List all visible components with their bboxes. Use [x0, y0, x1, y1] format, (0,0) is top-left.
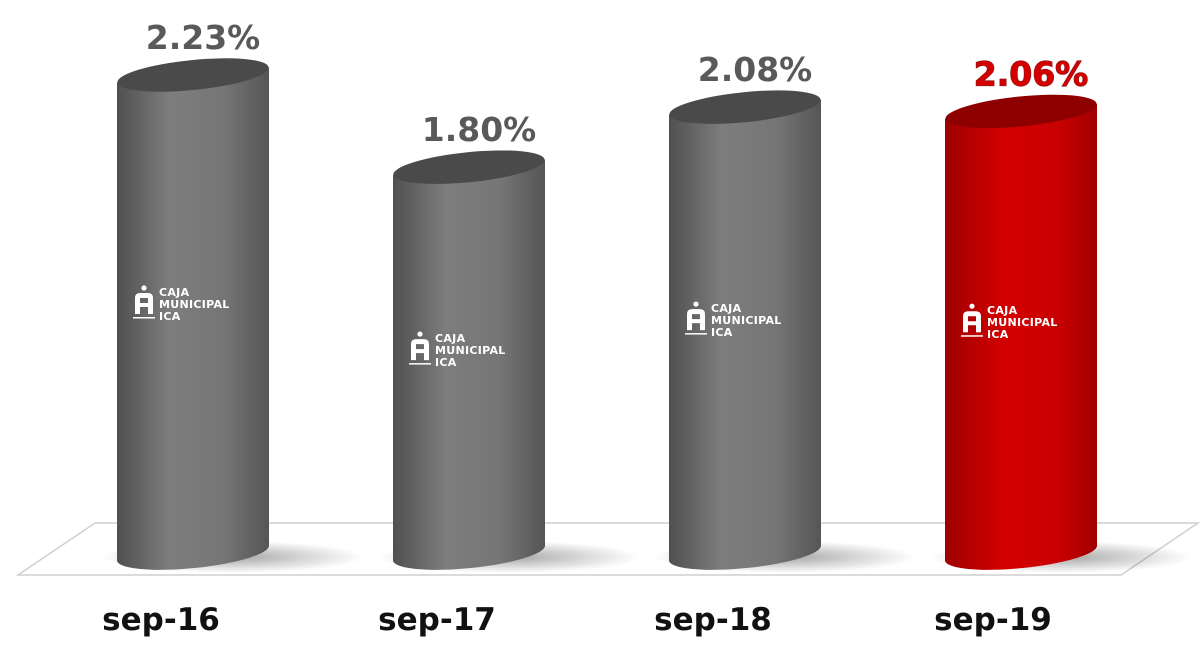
category-labels: sep-16 sep-17 sep-18 sep-19 — [102, 602, 1052, 638]
logo-text-line: ICA — [987, 328, 1009, 341]
logo-icon-dot — [141, 285, 147, 291]
logo-icon-dot — [969, 303, 975, 309]
logo-underline — [961, 335, 983, 337]
bar-body — [393, 159, 546, 570]
value-label-sep-16: 2.23% — [146, 18, 261, 57]
logo-text-line: ICA — [159, 310, 181, 323]
logo-icon-dot — [417, 331, 423, 337]
bar-top-cap — [117, 58, 269, 92]
category-label-sep-17: sep-17 — [378, 602, 496, 638]
value-label-sep-17: 1.80% — [422, 110, 537, 149]
bar-body — [669, 99, 822, 570]
logo-text-line: MUNICIPAL — [711, 314, 782, 327]
bar-body — [945, 103, 1098, 570]
bars-layer: CAJAMUNICIPALICACAJAMUNICIPALICACAJAMUNI… — [102, 58, 1192, 573]
logo-text-line: CAJA — [435, 332, 466, 345]
logo-icon — [963, 311, 981, 333]
logo-underline — [685, 333, 707, 335]
value-label-sep-18: 2.08% — [698, 50, 813, 89]
category-label-sep-19: sep-19 — [934, 602, 1052, 638]
logo-text-line: MUNICIPAL — [435, 344, 506, 357]
category-label-sep-16: sep-16 — [102, 602, 220, 638]
logo-icon-dot — [693, 301, 699, 307]
logo-text-line: MUNICIPAL — [987, 316, 1058, 329]
logo-text-line: ICA — [711, 326, 733, 339]
bar-body — [117, 67, 270, 570]
logo-underline — [133, 317, 155, 319]
logo-text-line: MUNICIPAL — [159, 298, 230, 311]
logo-text-line: CAJA — [711, 302, 742, 315]
logo-text-line: CAJA — [987, 304, 1018, 317]
bar-top-cap — [669, 90, 821, 124]
value-label-sep-19: 2.06% — [974, 54, 1089, 93]
bar-top-cap — [393, 150, 545, 184]
bar-top-cap — [945, 94, 1097, 129]
logo-text-line: CAJA — [159, 286, 190, 299]
logo-icon — [687, 309, 705, 331]
logo-text-line: ICA — [435, 356, 457, 369]
logo-underline — [409, 363, 431, 365]
value-labels: 2.23% 1.80% 2.08% 2.06% — [146, 18, 1089, 149]
category-label-sep-18: sep-18 — [654, 602, 772, 638]
logo-icon — [411, 339, 429, 361]
logo-icon — [135, 293, 153, 315]
